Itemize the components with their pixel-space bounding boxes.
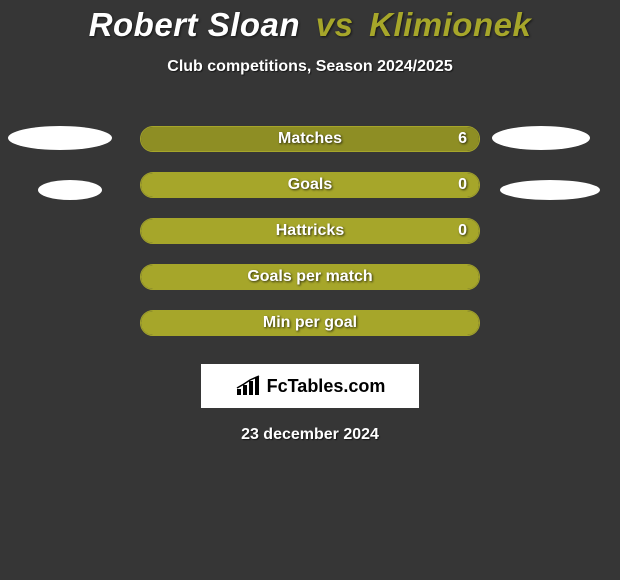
stat-row: Goals per match [0, 254, 620, 300]
stat-row: Min per goal [0, 300, 620, 346]
stats-area: Matches6 Goals0 Hattricks0 Goals per match M… [0, 116, 620, 346]
player1-name: Robert Sloan [89, 6, 300, 43]
subtitle: Club competitions, Season 2024/2025 [0, 58, 620, 76]
player2-name: Klimionek [369, 6, 531, 43]
bar-right-fill [310, 311, 479, 335]
date-text: 23 december 2024 [0, 426, 620, 444]
brand-box: FcTables.com [201, 364, 419, 408]
bar-left-fill [141, 311, 310, 335]
decor-ellipse [492, 126, 590, 150]
comparison-title: Robert Sloan vs Klimionek [0, 0, 620, 44]
bar-right-fill [310, 219, 479, 243]
stat-bar: Goals per match [140, 264, 480, 290]
chart-bars-icon [235, 375, 263, 397]
stat-value-right: 0 [458, 222, 467, 240]
stat-bar: Goals0 [140, 172, 480, 198]
stat-bar: Min per goal [140, 310, 480, 336]
stat-value-right: 0 [458, 176, 467, 194]
stat-bar: Hattricks0 [140, 218, 480, 244]
bar-left-fill [141, 173, 310, 197]
decor-ellipse [500, 180, 600, 200]
bar-left-fill [141, 219, 310, 243]
stat-row: Hattricks0 [0, 208, 620, 254]
decor-ellipse [38, 180, 102, 200]
bar-right-fill [141, 127, 479, 151]
decor-ellipse [8, 126, 112, 150]
vs-separator: vs [316, 6, 354, 43]
bar-right-fill [310, 265, 479, 289]
brand-text: FcTables.com [267, 376, 386, 397]
bar-left-fill [141, 265, 310, 289]
stat-value-right: 6 [458, 130, 467, 148]
stat-bar: Matches6 [140, 126, 480, 152]
bar-right-fill [310, 173, 479, 197]
